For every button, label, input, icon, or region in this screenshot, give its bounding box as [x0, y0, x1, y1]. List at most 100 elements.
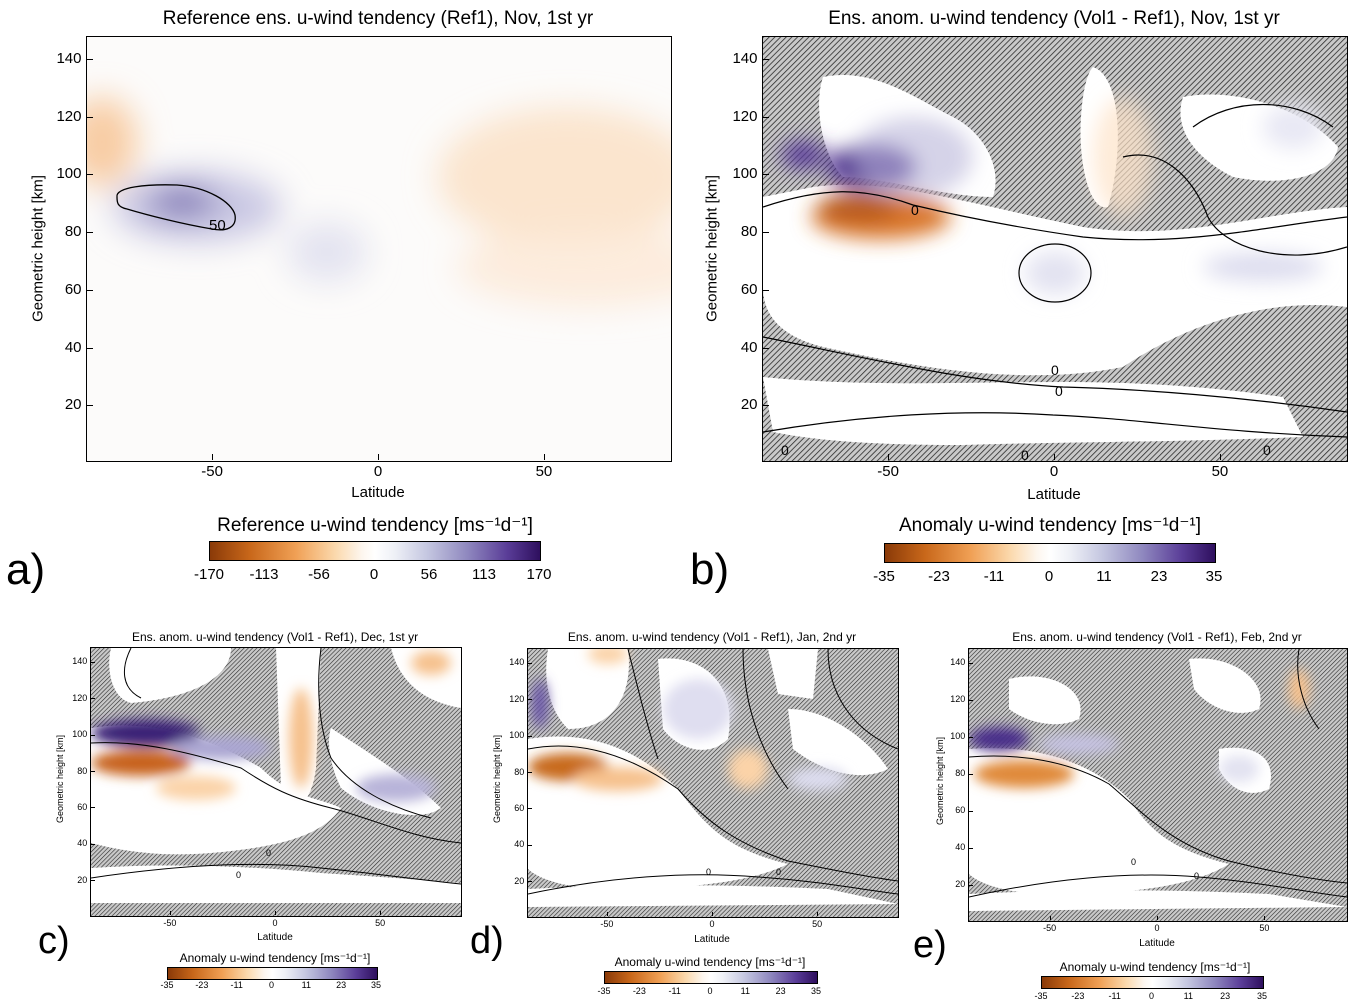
x-tick-mark [1054, 454, 1055, 460]
panel-c-plot: 0 0 [90, 647, 462, 917]
colorbar-tick-label: 11 [1183, 991, 1193, 1001]
y-tick-mark [87, 347, 93, 349]
y-tick-label: 20 [740, 396, 758, 414]
x-tick-mark [606, 912, 608, 916]
panel-d-plot: 0 0 [527, 648, 899, 918]
panel-e-heatmap [969, 649, 1347, 921]
y-tick-mark [91, 661, 95, 663]
panel-b-contour-label: 0 [1051, 362, 1059, 378]
y-tick-mark [528, 735, 532, 737]
panel-e-title: Ens. anom. u-wind tendency (Vol1 - Ref1)… [1012, 630, 1302, 644]
colorbar-tick-label: 0 [1148, 991, 1154, 1001]
y-tick-mark [969, 736, 973, 738]
colorbar-tick-label: -23 [195, 980, 209, 990]
y-tick-label: 100 [732, 165, 758, 183]
x-tick-mark [543, 454, 545, 460]
panel-a-title: Reference ens. u-wind tendency (Ref1), N… [162, 8, 594, 29]
colorbar-tick-label: 56 [420, 566, 438, 583]
colorbar-tick-label: 113 [472, 566, 496, 583]
colorbar-a-gradient [209, 541, 541, 561]
colorbar-d-gradient [604, 971, 818, 984]
y-tick-label: 20 [955, 879, 966, 890]
panel-c-heatmap [91, 648, 461, 916]
colorbar-tick-label: 11 [740, 986, 750, 996]
panel-b-plot: 0 0 0 0 0 0 [762, 36, 1348, 462]
y-tick-label: 120 [950, 694, 966, 705]
y-tick-label: 140 [509, 657, 525, 668]
x-tick-mark [169, 911, 171, 915]
panel-b-contour-label: 0 [1263, 442, 1271, 458]
colorbar-d-title: Anomaly u-wind tendency [ms⁻¹d⁻¹] [614, 955, 806, 969]
y-tick-mark [763, 59, 769, 61]
y-tick-mark [87, 405, 93, 407]
colorbar-e-title: Anomaly u-wind tendency [ms⁻¹d⁻¹] [1059, 960, 1251, 974]
x-tick-label: 0 [1154, 923, 1160, 933]
colorbar-tick-label: -11 [668, 986, 681, 996]
panel-a-xlabel: Latitude [351, 484, 405, 501]
colorbar-tick-label: -35 [873, 568, 895, 585]
y-tick-mark [87, 59, 93, 61]
colorbar-tick-label: -35 [160, 980, 174, 990]
panel-b-ylabel: Geometric height [km] [703, 175, 721, 322]
colorbar-tick-label: 23 [336, 980, 347, 990]
y-tick-mark [763, 347, 769, 349]
y-tick-label: 40 [77, 838, 88, 849]
colorbar-e-gradient [1041, 976, 1264, 989]
x-tick-mark [380, 911, 382, 915]
x-tick-mark [1219, 454, 1221, 460]
panel-b-heatmap [763, 37, 1347, 461]
y-tick-mark [969, 847, 973, 849]
x-tick-label: -50 [600, 919, 614, 929]
y-tick-label: 120 [509, 693, 525, 704]
y-tick-mark [87, 232, 93, 234]
y-tick-label: 120 [732, 107, 758, 125]
colorbar-tick-label: -23 [928, 568, 950, 585]
colorbar-tick-label: 11 [301, 980, 311, 990]
colorbar-b-gradient [884, 543, 1216, 563]
y-tick-mark [528, 662, 532, 664]
colorbar-tick-label: 0 [1044, 568, 1054, 585]
y-tick-label: 40 [514, 839, 525, 850]
y-tick-mark [969, 810, 973, 812]
y-tick-mark [528, 699, 532, 701]
y-tick-mark [528, 771, 532, 773]
x-tick-label: 0 [373, 463, 383, 480]
y-tick-label: 20 [514, 875, 525, 886]
panel-d-title: Ens. anom. u-wind tendency (Vol1 - Ref1)… [567, 630, 857, 644]
colorbar-tick-label: 35 [810, 986, 821, 996]
y-tick-mark [763, 405, 769, 407]
y-tick-mark [87, 116, 93, 118]
y-tick-label: 80 [64, 223, 82, 241]
colorbar-tick-label: -23 [632, 986, 646, 996]
x-tick-mark [1049, 916, 1051, 920]
panel-b-title: Ens. anom. u-wind tendency (Vol1 - Ref1)… [828, 8, 1280, 29]
x-tick-label: 50 [375, 918, 386, 928]
y-tick-label: 20 [64, 396, 82, 414]
x-tick-mark [888, 454, 890, 460]
panel-e-xlabel: Latitude [1139, 938, 1175, 949]
y-tick-label: 80 [740, 223, 758, 241]
y-tick-label: 100 [72, 729, 88, 740]
panel-label-e: e) [913, 924, 947, 966]
y-tick-label: 20 [77, 874, 88, 885]
y-tick-label: 80 [77, 765, 88, 776]
y-tick-mark [969, 884, 973, 886]
colorbar-tick-label: 35 [370, 980, 381, 990]
y-tick-label: 40 [740, 338, 758, 356]
panel-c-xlabel: Latitude [257, 932, 293, 943]
colorbar-c-title: Anomaly u-wind tendency [ms⁻¹d⁻¹] [179, 951, 371, 965]
colorbar-tick-label: 0 [707, 986, 713, 996]
colorbar-tick-label: -11 [230, 980, 243, 990]
y-tick-mark [763, 232, 769, 234]
y-tick-label: 120 [56, 107, 82, 125]
panel-b-contour-label: 0 [911, 202, 919, 218]
x-tick-label: 50 [1259, 923, 1270, 933]
x-tick-mark [817, 912, 819, 916]
y-tick-label: 60 [77, 802, 88, 813]
x-tick-label: 0 [272, 918, 278, 928]
y-tick-mark [91, 807, 95, 809]
y-tick-label: 100 [56, 165, 82, 183]
y-tick-label: 140 [56, 50, 82, 68]
colorbar-tick-label: -113 [249, 566, 279, 583]
panel-b-contour-label: 0 [781, 442, 789, 458]
